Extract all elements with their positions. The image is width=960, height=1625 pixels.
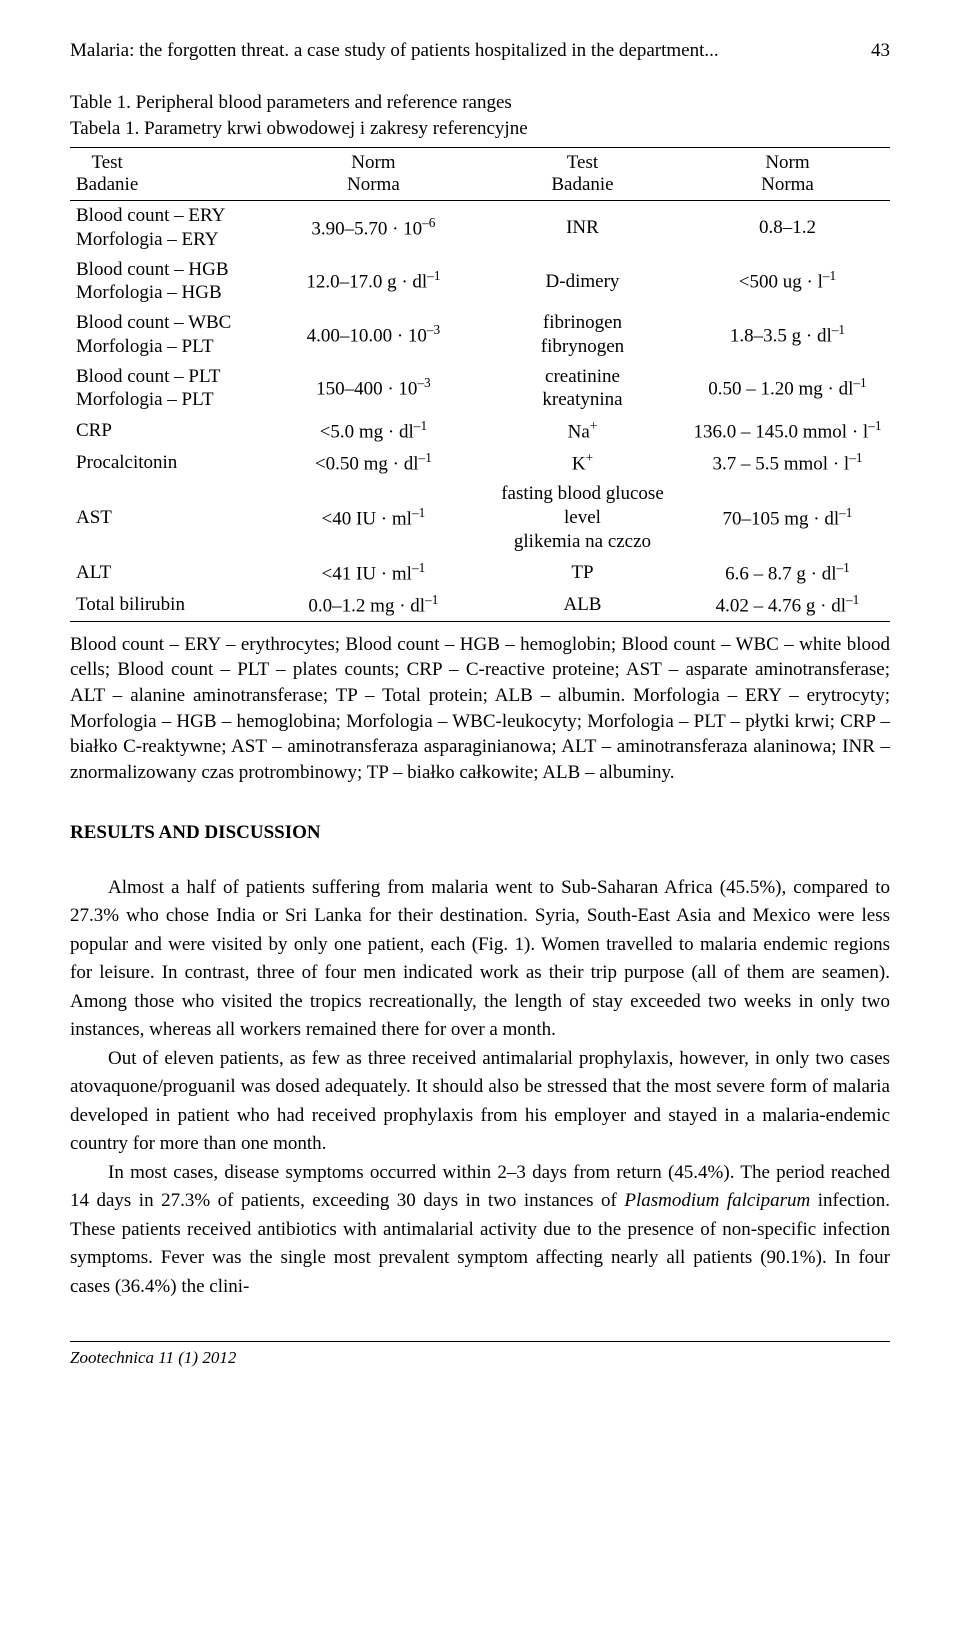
cell-norm-b: 1.8–3.5 g · dl–1 <box>685 308 890 362</box>
cell-norm-a: 4.00–10.00 · 10–3 <box>267 308 480 362</box>
section-heading: RESULTS AND DISCUSSION <box>70 822 890 844</box>
th-test-b-en: Test <box>567 152 598 173</box>
cell-norm-a: 3.90–5.70 · 10–6 <box>267 201 480 255</box>
cell-norm-a: 12.0–17.0 g · dl–1 <box>267 255 480 309</box>
cell-norm-b: 0.50 – 1.20 mg · dl–1 <box>685 362 890 416</box>
paragraph-2: Out of eleven patients, as few as three … <box>70 1045 890 1159</box>
cell-test-a: CRP <box>70 415 267 447</box>
table-caption-en: Table 1. Peripheral blood parameters and… <box>70 90 890 116</box>
table-row: Procalcitonin<0.50 mg · dl–1K+3.7 – 5.5 … <box>70 447 890 479</box>
table-row: AST<40 IU · ml–1fasting blood glucose le… <box>70 479 890 556</box>
cell-norm-a: <0.50 mg · dl–1 <box>267 447 480 479</box>
cell-norm-a: <5.0 mg · dl–1 <box>267 415 480 447</box>
cell-test-b: TP <box>480 557 685 589</box>
cell-norm-b: 0.8–1.2 <box>685 201 890 255</box>
cell-test-b: ALB <box>480 589 685 622</box>
cell-test-a: AST <box>70 479 267 556</box>
th-test-a-en: Test <box>91 152 122 173</box>
cell-test-a: Blood count – WBCMorfologia – PLT <box>70 308 267 362</box>
cell-norm-a: <41 IU · ml–1 <box>267 557 480 589</box>
cell-test-b: Na+ <box>480 415 685 447</box>
cell-norm-b: 6.6 – 8.7 g · dl–1 <box>685 557 890 589</box>
cell-test-a: ALT <box>70 557 267 589</box>
th-test-a-pl: Badanie <box>76 174 138 195</box>
cell-test-a: Total bilirubin <box>70 589 267 622</box>
cell-test-b: K+ <box>480 447 685 479</box>
page-number: 43 <box>871 40 890 62</box>
cell-test-b: fasting blood glucose levelglikemia na c… <box>480 479 685 556</box>
cell-test-b: fibrinogenfibrynogen <box>480 308 685 362</box>
table-row: CRP<5.0 mg · dl–1Na+136.0 – 145.0 mmol ·… <box>70 415 890 447</box>
table-row: Blood count – PLTMorfologia – PLT150–400… <box>70 362 890 416</box>
cell-norm-a: 0.0–1.2 mg · dl–1 <box>267 589 480 622</box>
table-row: Blood count – WBCMorfologia – PLT4.00–10… <box>70 308 890 362</box>
th-norm-b-en: Norm <box>765 152 809 173</box>
cell-norm-b: 3.7 – 5.5 mmol · l–1 <box>685 447 890 479</box>
th-norm-a-pl: Norma <box>347 174 400 195</box>
table-row: Blood count – ERYMorfologia – ERY3.90–5.… <box>70 201 890 255</box>
th-norm-a-en: Norm <box>351 152 395 173</box>
footer-journal: Zootechnica 11 (1) 2012 <box>70 1348 890 1368</box>
table-row: Blood count – HGBMorfologia – HGB12.0–17… <box>70 255 890 309</box>
table-row: Total bilirubin0.0–1.2 mg · dl–1ALB4.02 … <box>70 589 890 622</box>
cell-test-a: Blood count – PLTMorfologia – PLT <box>70 362 267 416</box>
cell-norm-b: <500 ug · l–1 <box>685 255 890 309</box>
cell-norm-b: 136.0 – 145.0 mmol · l–1 <box>685 415 890 447</box>
cell-norm-a: 150–400 · 10–3 <box>267 362 480 416</box>
cell-test-a: Procalcitonin <box>70 447 267 479</box>
cell-test-b: INR <box>480 201 685 255</box>
table-notes: Blood count – ERY – erythrocytes; Blood … <box>70 632 890 786</box>
th-test-b-pl: Badanie <box>551 174 613 195</box>
cell-norm-b: 70–105 mg · dl–1 <box>685 479 890 556</box>
cell-test-a: Blood count – HGBMorfologia – HGB <box>70 255 267 309</box>
cell-test-b: D-dimery <box>480 255 685 309</box>
parameters-table: Test Badanie Norm Norma Test Badanie <box>70 147 890 621</box>
cell-test-b: creatininekreatynina <box>480 362 685 416</box>
footer-rule <box>70 1341 890 1342</box>
cell-test-a: Blood count – ERYMorfologia – ERY <box>70 201 267 255</box>
table-caption-pl: Tabela 1. Parametry krwi obwodowej i zak… <box>70 116 890 142</box>
cell-norm-a: <40 IU · ml–1 <box>267 479 480 556</box>
running-title: Malaria: the forgotten threat. a case st… <box>70 40 719 62</box>
th-norm-b-pl: Norma <box>761 174 814 195</box>
cell-norm-b: 4.02 – 4.76 g · dl–1 <box>685 589 890 622</box>
paragraph-1: Almost a half of patients suffering from… <box>70 874 890 1045</box>
paragraph-3: In most cases, disease symptoms occurred… <box>70 1159 890 1302</box>
table-row: ALT<41 IU · ml–1TP6.6 – 8.7 g · dl–1 <box>70 557 890 589</box>
